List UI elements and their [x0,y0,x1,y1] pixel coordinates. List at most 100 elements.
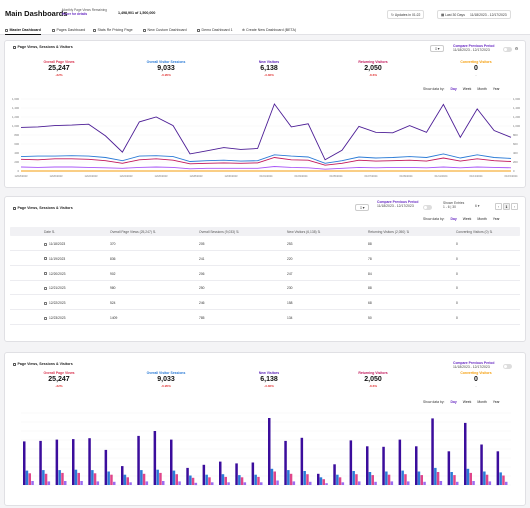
row-cell: 250 [199,286,205,291]
col-converting[interactable]: Converting Visitors (0) ⇅ [456,230,493,234]
table-row [10,311,520,325]
compare-toggle[interactable] [503,364,512,369]
bar [382,446,385,486]
stat-page-views: Overall Page Views 25,247 -32% [43,60,75,77]
bar [472,481,475,485]
stat-new-visitors: New Visitors 6,138 -3.36% [258,371,280,388]
bar [221,474,225,485]
year-option[interactable]: Year [492,87,500,91]
bar [42,470,45,485]
col-returning[interactable]: Returning Visitors (2,050) ⇅ [368,230,410,234]
show-data-by: Show data by: Day Week Month Year [423,400,500,404]
bar [338,477,342,485]
row-cell: 980 [110,286,116,291]
series-line [20,157,512,166]
card-title: Page Views, Sessions & Visitors [13,45,73,49]
month-option[interactable]: Month [477,217,487,221]
export-button[interactable]: ⇩▾ [430,45,444,52]
tab-stats-pricing[interactable]: Stats Re Pricing Page [93,27,133,34]
day-option[interactable]: Day [450,400,457,404]
calendar-icon [44,242,47,246]
bar [349,440,353,485]
compare-toggle[interactable] [503,47,512,52]
settings-icon[interactable]: ⚙ [514,46,519,51]
bar [450,472,453,485]
bar [224,476,227,485]
x-tick-label: 01/11/2024 [435,174,448,178]
bar [80,481,83,485]
x-tick-label: 12/28/2023 [190,174,204,178]
tab-demo-dashboard[interactable]: Demo Dashboard 1 [197,27,233,34]
stat-converting: Converting Visitors 0 -- [460,60,492,77]
bar [243,482,247,485]
bar [227,482,230,485]
compare-period[interactable]: Compare Previous Period 11/18/2023 - 12/1… [453,44,495,52]
y-tick-label: 800 [14,133,19,137]
bar [447,451,451,486]
day-option[interactable]: Day [450,217,457,221]
calendar-icon [44,286,47,290]
month-option[interactable]: Month [477,400,487,404]
row-cell: 230 [287,286,293,291]
bar [189,475,192,485]
y-tick-label: 1,400 [12,106,19,110]
next-page-button[interactable]: › [511,203,518,210]
series-line [20,166,512,170]
bar [499,472,502,485]
bar [257,476,260,485]
row-cell: 247 [287,271,293,276]
col-sessions[interactable]: Overall Sessions (9,033) ⇅ [199,230,239,234]
date-range-button[interactable]: ▦ Last 30 Days 11/18/2023 - 12/17/2023 [437,10,511,19]
quota-info[interactable]: Monthly Page Views Remaining Hover for d… [62,8,107,16]
table-icon [13,206,16,210]
quota-hover-link[interactable]: Hover for details [62,12,88,16]
y-tick-label-right: 1,400 [513,106,520,110]
bar [434,467,437,485]
compare-period[interactable]: Compare Previous Period 11/18/2023 - 12/1… [377,200,419,208]
compare-period[interactable]: Compare Previous Period 11/18/2023 - 12/1… [453,361,495,369]
year-option[interactable]: Year [492,217,500,221]
tab-new-custom[interactable]: New Custom Dashboard [143,27,187,34]
bar [423,481,426,485]
year-option[interactable]: Year [492,400,500,404]
tab-create-new[interactable]: ⊕ Create New Dashboard (BETA) [242,28,297,32]
bar [417,471,421,485]
table-card: Page Views, Sessions & Visitors ⇩▾ Compa… [4,196,526,342]
col-page-views[interactable]: Overall Page Views (25,247) ⇅ [110,230,156,234]
prev-page-button[interactable]: ‹ [495,203,502,210]
row-cell: 158 [287,301,293,306]
bar [355,474,358,485]
tab-pages-dashboard[interactable]: Pages Dashboard [52,27,85,34]
stat-converting: Converting Visitors 0 -- [460,371,492,388]
bar [284,440,287,485]
week-option[interactable]: Week [462,217,472,221]
stat-new-visitors: New Visitors 6,138 -3.36% [258,60,280,77]
bar [93,473,97,485]
export-button[interactable]: ⇩▾ [355,204,369,211]
col-new-visitors[interactable]: New Visitors (6,138) ⇅ [287,230,321,234]
row-cell: 88 [368,242,372,246]
col-date[interactable]: Date ⇅ [44,230,55,234]
y-tick-label: 1,000 [12,124,19,128]
updates-button[interactable]: ↻ Updates in 01:22 [387,10,425,19]
row-cell: 88 [368,286,372,291]
week-option[interactable]: Week [462,87,472,91]
dashboard-icon [52,28,55,32]
compare-toggle[interactable] [423,205,432,210]
x-tick-label: 01/09/2024 [400,174,414,178]
month-option[interactable]: Month [477,87,487,91]
tab-master-dashboard[interactable]: Master Dashboard [5,27,41,35]
row-cell: 220 [287,256,293,261]
dashboard-tabs: Master Dashboard Pages Dashboard Stats R… [0,26,530,35]
bar [466,468,470,485]
bar [404,474,407,485]
bar [368,472,372,485]
dashboard-icon [93,28,96,32]
week-option[interactable]: Week [462,400,472,404]
x-tick-label: 12/22/2023 [85,174,99,178]
day-option[interactable]: Day [450,87,457,91]
y-tick-label-right: 1,200 [513,115,520,119]
current-page[interactable]: 1 [503,203,510,210]
y-tick-label-right: 800 [513,133,518,137]
page-size-select[interactable]: 6 ▾ [475,204,480,208]
